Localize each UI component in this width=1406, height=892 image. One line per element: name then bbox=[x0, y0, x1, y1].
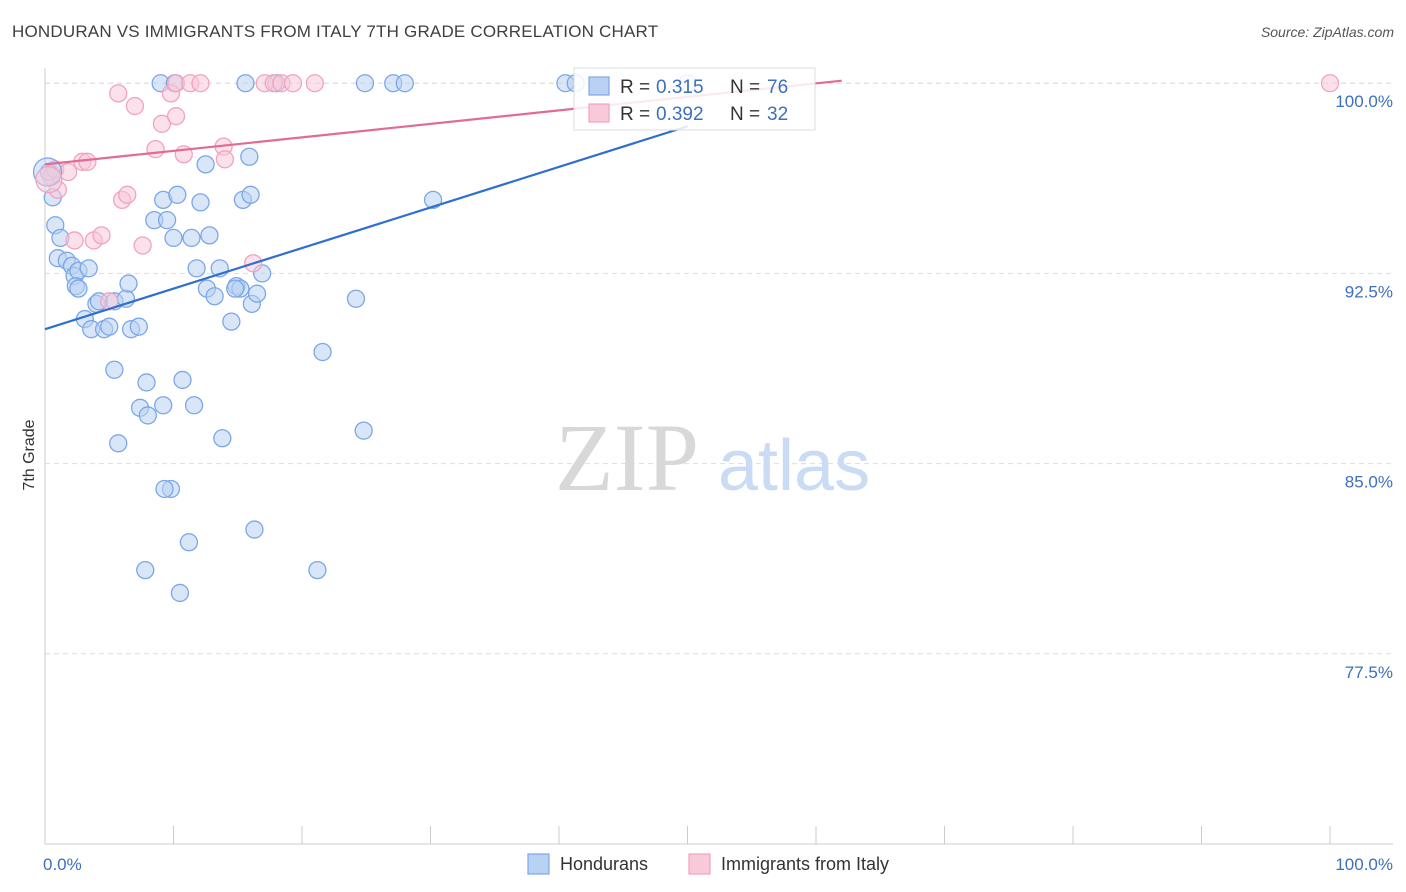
italy-point bbox=[283, 74, 303, 93]
italy-point bbox=[133, 236, 152, 255]
honduran-point bbox=[313, 342, 332, 362]
honduran-point bbox=[200, 226, 219, 245]
y-tick-label: 77.5% bbox=[1345, 663, 1393, 682]
honduran-point bbox=[182, 228, 201, 248]
honduran-point bbox=[241, 185, 260, 204]
italy-point bbox=[35, 165, 63, 194]
legend-label-hondurans: Hondurans bbox=[560, 854, 648, 874]
x-tick-label: 100.0% bbox=[1335, 855, 1393, 874]
legend-swatch-italy bbox=[688, 853, 711, 875]
stats-n-label-2: N = bbox=[730, 104, 760, 125]
stats-n-value-1: 76 bbox=[767, 77, 788, 98]
italy-point bbox=[305, 74, 325, 93]
watermark: ZIP atlas bbox=[555, 404, 870, 511]
italy-point bbox=[109, 84, 128, 103]
stats-r-label-2: R = bbox=[620, 104, 650, 125]
stats-n-label-1: N = bbox=[730, 77, 760, 98]
italy-point bbox=[166, 107, 186, 126]
honduran-point bbox=[173, 370, 192, 390]
italy-point bbox=[78, 152, 97, 171]
points-layer bbox=[32, 74, 1340, 603]
honduran-point bbox=[222, 312, 241, 331]
honduran-point bbox=[213, 429, 232, 448]
watermark-atlas: atlas bbox=[718, 426, 870, 506]
honduran-point bbox=[236, 74, 255, 93]
stats-n-value-2: 32 bbox=[767, 104, 788, 125]
honduran-point bbox=[100, 317, 119, 336]
legend-label-italy: Immigrants from Italy bbox=[721, 854, 889, 874]
honduran-point bbox=[245, 520, 264, 539]
y-tick-label: 92.5% bbox=[1345, 282, 1393, 301]
watermark-zip: ZIP bbox=[555, 404, 699, 511]
honduran-point bbox=[226, 279, 245, 298]
honduran-point bbox=[129, 317, 148, 336]
italy-point bbox=[215, 150, 235, 169]
honduran-point bbox=[79, 259, 98, 278]
honduran-point bbox=[137, 373, 156, 392]
legend-swatch-hondurans bbox=[527, 853, 550, 875]
italy-point bbox=[152, 114, 172, 133]
honduran-point bbox=[196, 155, 215, 174]
honduran-point bbox=[247, 284, 267, 303]
honduran-point bbox=[354, 421, 373, 440]
honduran-point bbox=[136, 560, 155, 580]
stats-swatch-hondurans bbox=[588, 76, 610, 96]
honduran-point bbox=[240, 147, 259, 166]
honduran-point bbox=[168, 185, 187, 204]
honduran-point bbox=[109, 434, 128, 453]
source-credit: Source: ZipAtlas.com bbox=[1260, 24, 1394, 40]
y-tick-label: 85.0% bbox=[1345, 473, 1393, 492]
honduran-trend-line bbox=[44, 125, 688, 331]
italy-point bbox=[191, 74, 210, 93]
honduran-point bbox=[170, 583, 190, 603]
honduran-point bbox=[423, 190, 443, 210]
honduran-point bbox=[164, 228, 183, 248]
honduran-point bbox=[355, 74, 375, 93]
italy-point bbox=[65, 231, 84, 250]
italy-point bbox=[92, 226, 111, 245]
x-tick-label: 0.0% bbox=[43, 855, 82, 874]
y-axis-title: 7th Grade bbox=[21, 419, 38, 490]
italy-point bbox=[146, 140, 165, 159]
stats-legend: R = 0.315 N = 76 R = 0.392 N = 32 bbox=[573, 67, 816, 131]
honduran-point bbox=[187, 259, 206, 278]
honduran-point bbox=[119, 274, 138, 293]
honduran-point bbox=[138, 406, 157, 425]
honduran-point bbox=[308, 560, 327, 580]
honduran-point bbox=[191, 193, 210, 212]
honduran-point bbox=[69, 279, 88, 298]
bottom-legend: Hondurans Immigrants from Italy bbox=[527, 853, 889, 875]
honduran-point bbox=[184, 396, 204, 415]
honduran-point bbox=[154, 396, 173, 415]
honduran-point bbox=[157, 211, 177, 230]
grid-layer bbox=[45, 82, 1393, 655]
italy-point bbox=[125, 96, 145, 116]
honduran-point bbox=[105, 360, 124, 379]
stats-r-value-1: 0.315 bbox=[656, 77, 704, 98]
italy-point bbox=[118, 185, 137, 204]
honduran-point bbox=[205, 287, 224, 306]
y-tick-label: 100.0% bbox=[1335, 92, 1393, 111]
stats-r-label-1: R = bbox=[620, 77, 650, 98]
stats-swatch-italy bbox=[588, 103, 610, 123]
honduran-point bbox=[179, 533, 199, 552]
honduran-point bbox=[346, 289, 366, 308]
chart-title: HONDURAN VS IMMIGRANTS FROM ITALY 7TH GR… bbox=[12, 22, 659, 41]
stats-r-value-2: 0.392 bbox=[656, 104, 704, 125]
italy-point bbox=[1320, 74, 1340, 93]
honduran-point bbox=[155, 479, 174, 499]
honduran-point bbox=[395, 74, 414, 93]
